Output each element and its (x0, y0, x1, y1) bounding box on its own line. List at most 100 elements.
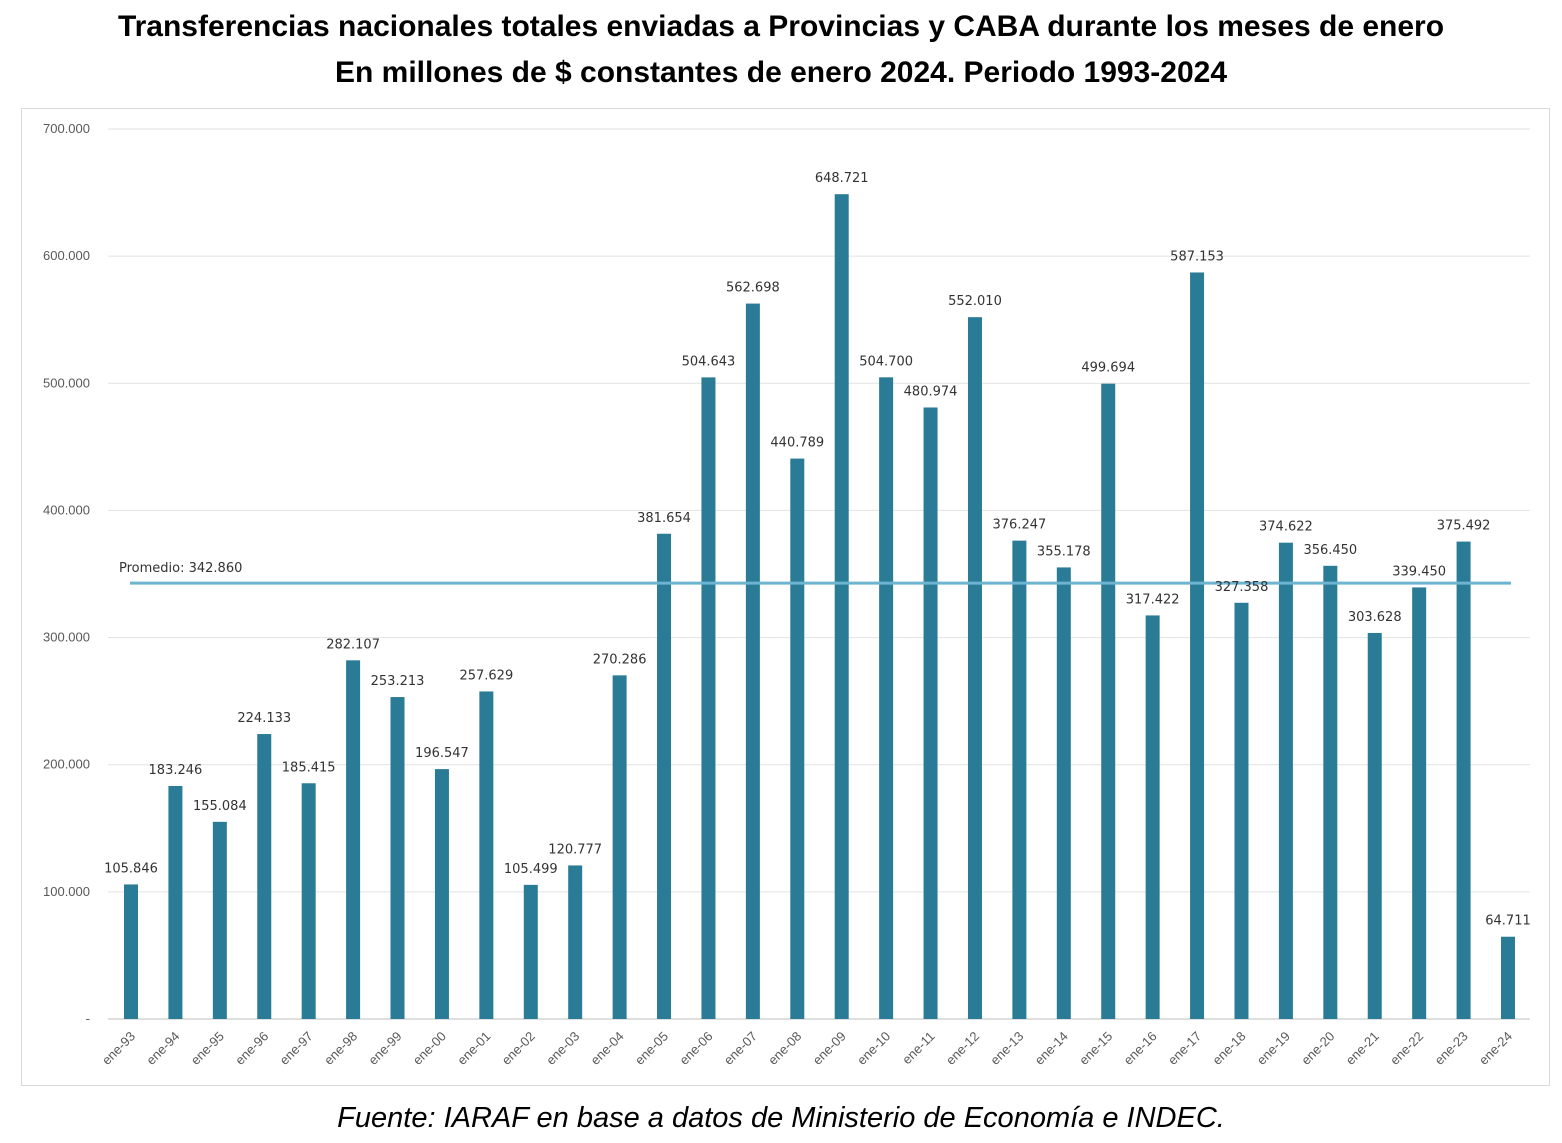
x-tick-label: ene-93 (99, 1029, 138, 1068)
bar (568, 865, 583, 1019)
data-label: 504.643 (682, 354, 736, 369)
bars (124, 194, 1515, 1020)
bar (1101, 383, 1116, 1019)
x-tick-label: ene-09 (810, 1029, 849, 1068)
bar (1456, 541, 1471, 1019)
x-tick-label: ene-19 (1254, 1029, 1293, 1068)
data-label: 327.358 (1215, 580, 1269, 595)
x-tick-label: ene-03 (543, 1029, 582, 1068)
data-label: 648.721 (815, 171, 869, 186)
x-tick-label: ene-18 (1209, 1029, 1248, 1068)
data-label: 270.286 (593, 652, 647, 667)
bar (923, 407, 938, 1019)
bar (1234, 602, 1249, 1019)
y-tick-label: 600.000 (43, 248, 90, 263)
x-tick-label: ene-22 (1387, 1029, 1426, 1068)
chart-frame (21, 108, 1550, 1086)
x-tick-label: ene-02 (499, 1029, 538, 1068)
x-tick-label: ene-99 (365, 1029, 404, 1068)
data-label: 552.010 (948, 294, 1002, 309)
x-tick-label: ene-06 (676, 1029, 715, 1068)
data-label: 183.246 (149, 763, 203, 778)
data-label: 376.247 (993, 518, 1047, 533)
data-label: 64.711 (1485, 914, 1531, 929)
x-tick-label: ene-13 (987, 1029, 1026, 1068)
x-tick-label: ene-12 (943, 1029, 982, 1068)
x-tick-label: ene-05 (632, 1029, 671, 1068)
data-label: 562.698 (726, 281, 780, 296)
y-tick-label: 200.000 (43, 757, 90, 772)
bar (1412, 587, 1427, 1019)
data-label: 587.153 (1170, 249, 1224, 264)
x-tick-label: ene-20 (1298, 1029, 1337, 1068)
x-tick-label: ene-97 (277, 1029, 316, 1068)
data-label: 317.422 (1126, 592, 1180, 607)
bar (1190, 272, 1205, 1019)
x-tick-label: ene-94 (143, 1029, 182, 1068)
data-label: 105.846 (104, 861, 158, 876)
x-tick-label: ene-14 (1032, 1029, 1071, 1068)
bar (1145, 615, 1160, 1019)
bar (346, 660, 361, 1019)
x-tick-label: ene-16 (1121, 1029, 1160, 1068)
x-tick-label: ene-95 (188, 1029, 227, 1068)
bar (701, 377, 716, 1020)
x-tick-label: ene-15 (1076, 1029, 1115, 1068)
x-tick-label: ene-07 (721, 1029, 760, 1068)
data-label: 185.415 (282, 760, 336, 775)
gridlines (108, 128, 1530, 1020)
y-tick-label: 400.000 (43, 502, 90, 517)
x-tick-label: ene-11 (899, 1029, 938, 1068)
bar (212, 821, 227, 1019)
bar (1367, 632, 1382, 1019)
bar (745, 303, 760, 1019)
x-tick-label: ene-08 (765, 1029, 804, 1068)
average-line-group: Promedio: 342.860 (119, 561, 1511, 585)
x-tick-label: ene-10 (854, 1029, 893, 1068)
data-label: 155.084 (193, 799, 247, 814)
data-label: 257.629 (459, 668, 513, 683)
bar (790, 458, 805, 1020)
data-label: 120.777 (548, 842, 602, 857)
bar (1012, 540, 1027, 1019)
y-tick-label: 700.000 (43, 121, 90, 136)
y-tick-label: - (86, 1011, 90, 1026)
data-label: 303.628 (1348, 610, 1402, 625)
average-label: Promedio: 342.860 (119, 561, 242, 576)
bar (1501, 936, 1515, 1019)
y-tick-label: 500.000 (43, 375, 90, 390)
data-label: 504.700 (859, 354, 913, 369)
source-note: Fuente: IARAF en base a datos de Ministe… (337, 1102, 1225, 1134)
x-tick-label: ene-23 (1431, 1029, 1470, 1068)
x-tick-label: ene-00 (410, 1029, 449, 1068)
data-labels: 105.846 183.246 155.084 224.133 185.415 282.1… (104, 171, 1531, 929)
bar (879, 377, 894, 1019)
x-tick-label: ene-01 (454, 1029, 493, 1068)
data-label: 480.974 (904, 384, 958, 399)
x-tick-label: ene-04 (588, 1029, 627, 1068)
y-tick-label: 100.000 (43, 884, 90, 899)
chart-title: Transferencias nacionales totales enviad… (117, 10, 1445, 43)
bar (168, 786, 183, 1019)
bar (390, 697, 405, 1019)
data-label: 381.654 (637, 511, 691, 526)
chart-subtitle: En millones de $ constantes de enero 202… (334, 56, 1228, 89)
x-tick-label: ene-17 (1165, 1029, 1204, 1068)
data-label: 355.178 (1037, 544, 1091, 559)
x-tick-label: ene-21 (1343, 1029, 1382, 1068)
y-tick-label: 300.000 (43, 630, 90, 645)
x-tick-label: ene-98 (321, 1029, 360, 1068)
x-axis-ticks: ene-93 ene-94 ene-95 ene-96 ene-97 ene-98 ene-… (99, 1029, 1515, 1068)
x-tick-label: ene-24 (1476, 1029, 1515, 1068)
bar (257, 734, 272, 1019)
bar (1323, 565, 1338, 1019)
data-label: 375.492 (1437, 519, 1491, 534)
bar (657, 533, 672, 1019)
data-label: 499.694 (1081, 361, 1135, 376)
bar (434, 769, 449, 1019)
data-label: 440.789 (770, 436, 824, 451)
x-tick-label: ene-96 (232, 1029, 271, 1068)
bar (1278, 542, 1293, 1019)
bar (479, 691, 494, 1019)
